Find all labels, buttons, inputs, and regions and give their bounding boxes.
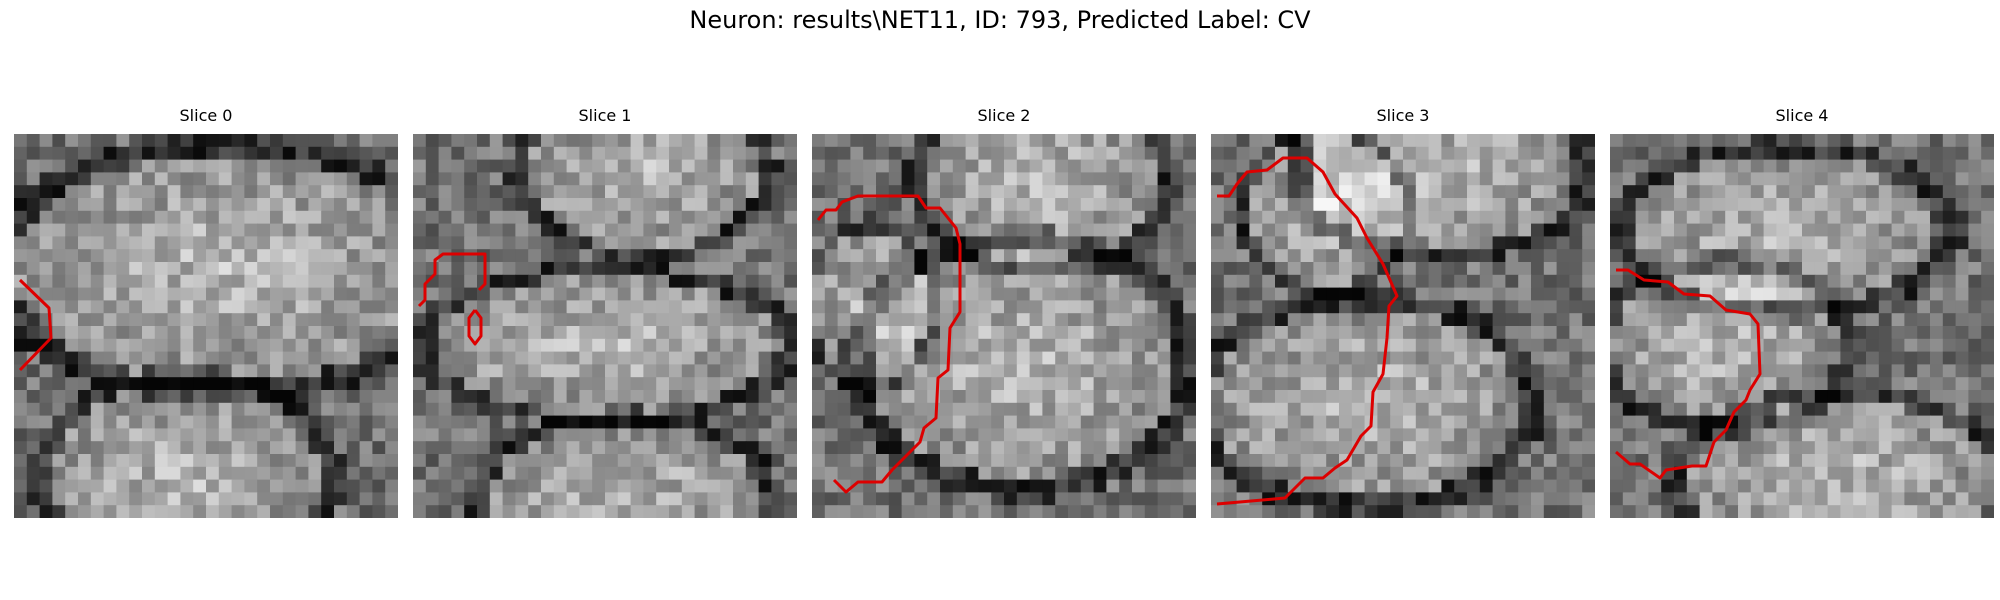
- slice-image: [812, 134, 1196, 518]
- slice-title: Slice 3: [1376, 106, 1430, 125]
- slice-image: [1610, 134, 1994, 518]
- slice-image: [1211, 134, 1595, 518]
- slice-title: Slice 0: [179, 106, 233, 125]
- figure-title: Neuron: results\NET11, ID: 793, Predicte…: [689, 6, 1311, 34]
- segmentation-contour: [816, 194, 962, 494]
- segmentation-contour: [1216, 156, 1399, 506]
- segmentation-contour: [417, 252, 487, 308]
- segmentation-contour: [18, 278, 53, 372]
- slice-image: [413, 134, 797, 518]
- slice-title: Slice 2: [977, 106, 1031, 125]
- slice-title: Slice 1: [578, 106, 632, 125]
- slice-image: [14, 134, 398, 518]
- segmentation-contour: [1615, 268, 1762, 480]
- slice-title: Slice 4: [1775, 106, 1829, 125]
- segmentation-contour: [467, 309, 483, 346]
